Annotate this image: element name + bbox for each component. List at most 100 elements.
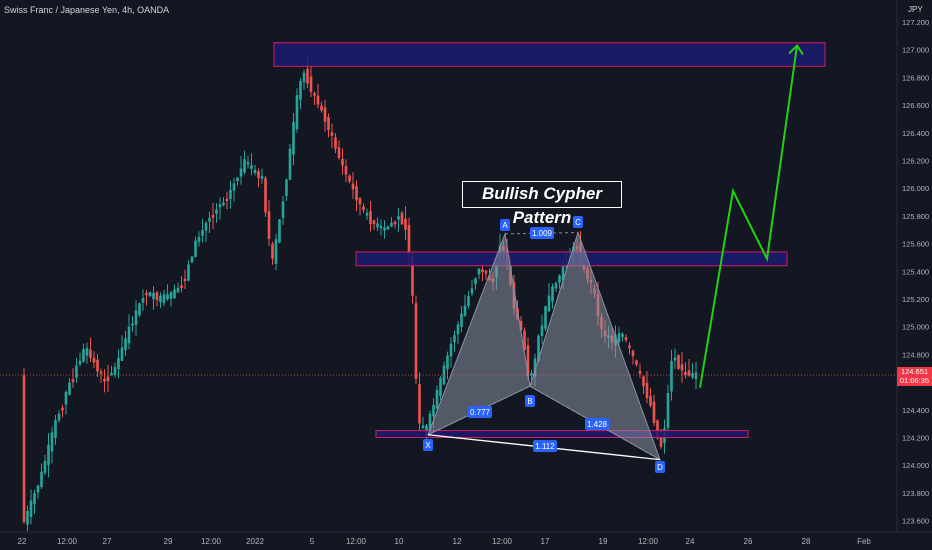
candle-body: [229, 189, 232, 199]
y-tick-label: 126.200: [902, 157, 929, 166]
candle-body: [684, 371, 687, 375]
candle-body: [617, 333, 621, 342]
candle-body: [78, 360, 82, 365]
candle-body: [421, 425, 425, 429]
ratio-badge-xd: [533, 440, 557, 452]
candle-body: [138, 303, 141, 316]
candle-body: [152, 292, 155, 300]
x-tick-label: 12:00: [57, 537, 78, 546]
y-tick-label: 124.200: [902, 434, 929, 443]
candle-body: [155, 292, 159, 300]
y-tick-label: 124.000: [902, 461, 929, 470]
candle-body: [621, 333, 624, 337]
candle-body: [246, 162, 250, 165]
x-tick-label: 28: [802, 537, 811, 546]
candle-body: [166, 294, 169, 300]
x-tick-label: 2022: [246, 537, 264, 546]
y-tick-label: 125.400: [902, 267, 929, 276]
point-label-d: D: [657, 463, 663, 472]
candle-body: [134, 310, 138, 325]
candle-body: [348, 175, 351, 182]
candle-body: [554, 283, 558, 289]
candle-body: [47, 444, 50, 466]
ratio-label-ac: 1.009: [532, 229, 553, 238]
projection-line: [699, 45, 798, 388]
candle-body: [383, 227, 386, 231]
candle-body: [117, 357, 120, 370]
candle-body: [561, 266, 565, 281]
candlestick-series: [0, 57, 897, 532]
y-tick-label: 126.600: [902, 101, 929, 110]
candle-body: [239, 168, 243, 177]
candle-body: [29, 500, 33, 517]
candle-body: [428, 413, 432, 432]
y-tick-label: 125.800: [902, 212, 929, 221]
y-tick-label: 126.800: [902, 73, 929, 82]
y-tick-label: 125.600: [902, 240, 929, 249]
candle-body: [474, 278, 477, 285]
candle-body: [85, 347, 89, 356]
ratio-label-xb: 0.777: [470, 408, 491, 417]
point-label-b: B: [527, 397, 532, 406]
x-tick-label: 26: [744, 537, 753, 546]
candle-body: [330, 132, 334, 136]
candle-body: [540, 325, 544, 337]
candle-body: [624, 337, 628, 341]
candle-body: [148, 292, 152, 297]
y-tick-label: 127.000: [902, 46, 929, 55]
candle-body: [551, 286, 554, 302]
candle-body: [82, 349, 85, 362]
y-tick-label: 123.800: [902, 489, 929, 498]
candle-body: [180, 285, 183, 289]
candle-body: [320, 105, 323, 111]
candle-body: [225, 198, 229, 202]
point-badge-c: [573, 216, 583, 228]
candle-body: [694, 372, 698, 379]
candle-body: [390, 222, 393, 227]
candle-body: [271, 243, 274, 259]
candle-body: [204, 222, 208, 231]
candle-body: [208, 217, 211, 222]
x-tick-label: 17: [541, 537, 550, 546]
candle-body: [652, 401, 656, 423]
candle-body: [537, 335, 540, 362]
candle-body: [302, 72, 306, 83]
candle-body: [50, 432, 54, 452]
candle-body: [404, 218, 407, 230]
candle-body: [64, 392, 68, 405]
candle-body: [635, 360, 638, 365]
y-tick-label: 124.400: [902, 406, 929, 415]
candle-body: [418, 384, 421, 424]
time-axis[interactable]: 22 12:00 27 29 12:00 2022 5 12:00 10 12 12:00 17 19 1…: [0, 531, 932, 546]
y-tick-label: 125.200: [902, 295, 929, 304]
candle-body: [162, 294, 166, 304]
candle-body: [236, 177, 239, 182]
candle-body: [680, 364, 684, 371]
candle-body: [362, 206, 365, 211]
candle-body: [197, 236, 201, 242]
point-badge-b: [525, 395, 535, 407]
y-tick-label: 125.000: [902, 323, 929, 332]
x-tick-label: 12: [453, 537, 462, 546]
candle-body: [687, 370, 691, 376]
candle-body: [201, 230, 204, 236]
ratio-badge-bd: [585, 418, 609, 430]
candle-body: [642, 376, 645, 387]
candle-body: [264, 177, 267, 213]
candle-body: [649, 395, 652, 406]
candle-body: [519, 320, 523, 331]
price-axis[interactable]: 127.200 127.000 126.800 126.600 126.400 126.2…: [896, 0, 929, 532]
candle-body: [75, 365, 78, 378]
candle-body: [99, 371, 103, 374]
candle-body: [316, 95, 320, 105]
candle-body: [194, 240, 197, 258]
candle-body: [372, 220, 376, 225]
x-tick-label: 24: [686, 537, 695, 546]
candle-body: [183, 278, 187, 282]
candle-body: [187, 264, 190, 281]
candle-body: [43, 460, 47, 473]
ratio-label-bd: 1.428: [587, 420, 608, 429]
candle-body: [281, 201, 285, 219]
candle-body: [292, 121, 295, 155]
